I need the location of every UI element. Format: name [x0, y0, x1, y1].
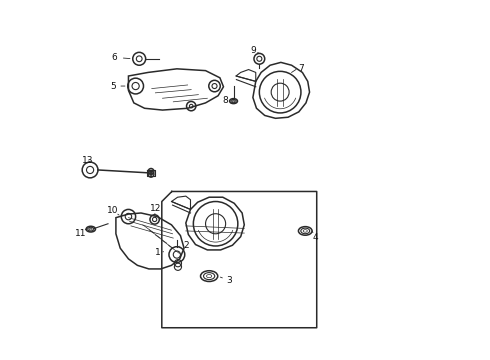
- Text: 10: 10: [106, 206, 118, 215]
- Text: 6: 6: [111, 53, 117, 62]
- Text: 3: 3: [226, 276, 232, 285]
- Text: 11: 11: [75, 229, 87, 238]
- Text: 4: 4: [313, 233, 318, 242]
- Text: 12: 12: [150, 204, 162, 213]
- Text: 7: 7: [298, 64, 304, 73]
- Text: 8: 8: [222, 96, 228, 105]
- Text: 5: 5: [110, 82, 116, 91]
- Text: 9: 9: [250, 46, 256, 55]
- Text: 2: 2: [183, 241, 189, 250]
- Text: 1: 1: [155, 248, 161, 257]
- Text: 13: 13: [82, 156, 94, 165]
